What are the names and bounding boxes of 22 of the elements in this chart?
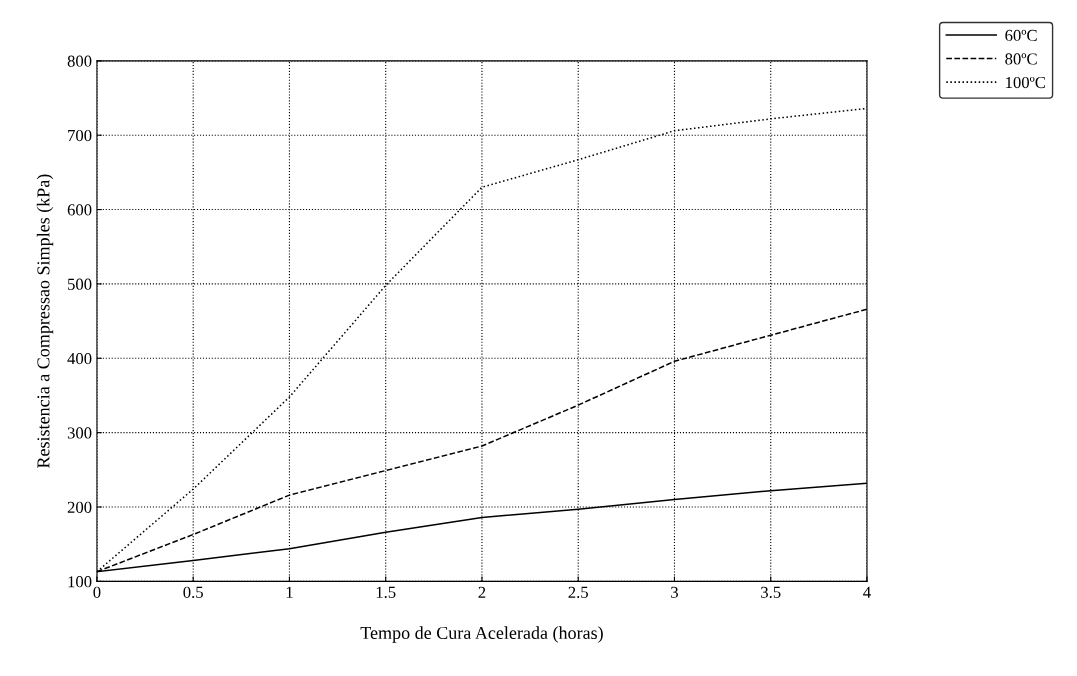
x-tick-label: 4 xyxy=(863,586,871,598)
y-tick-label: 600 xyxy=(67,204,92,216)
x-tick-label: 0.5 xyxy=(183,586,203,599)
x-tick-label: 1 xyxy=(286,586,293,598)
y-tick-label: 100 xyxy=(68,576,92,588)
y-tick-label: 300 xyxy=(67,427,92,439)
legend-label: 100ºC xyxy=(1006,76,1045,89)
y-axis-title: Resistencia a Compressao Simples (kPa) xyxy=(36,174,54,469)
x-tick-label: 1.5 xyxy=(376,586,396,599)
y-tick-label: 800 xyxy=(67,55,92,67)
x-tick-label: 0 xyxy=(93,586,101,598)
y-tick-label: 400 xyxy=(67,352,92,365)
legend-label: 80ºC xyxy=(1005,53,1037,65)
x-tick-label: 2 xyxy=(478,586,486,598)
y-tick-label: 700 xyxy=(68,129,92,142)
x-tick-label: 3.5 xyxy=(761,586,781,599)
legend-label: 60ºC xyxy=(1005,29,1037,42)
x-tick-label: 3 xyxy=(671,586,678,598)
y-tick-label: 500 xyxy=(68,278,92,290)
x-tick-label: 2.5 xyxy=(568,586,588,599)
x-axis-title: Tempo de Cura Acelerada (horas) xyxy=(360,626,603,643)
y-tick-label: 200 xyxy=(67,501,92,513)
